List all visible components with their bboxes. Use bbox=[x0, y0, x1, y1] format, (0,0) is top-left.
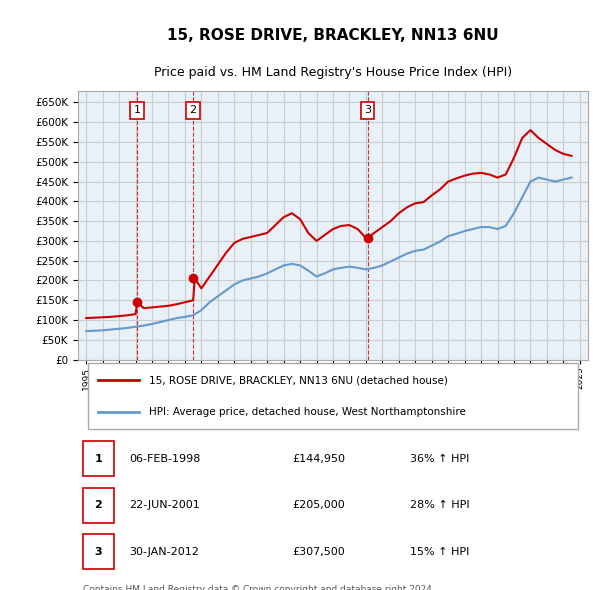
FancyBboxPatch shape bbox=[83, 535, 114, 569]
FancyBboxPatch shape bbox=[83, 488, 114, 523]
Text: 28% ↑ HPI: 28% ↑ HPI bbox=[409, 500, 469, 510]
Text: 36% ↑ HPI: 36% ↑ HPI bbox=[409, 454, 469, 464]
Text: 06-FEB-1998: 06-FEB-1998 bbox=[129, 454, 200, 464]
Text: £205,000: £205,000 bbox=[292, 500, 345, 510]
Text: 2: 2 bbox=[190, 106, 197, 116]
Text: £144,950: £144,950 bbox=[292, 454, 345, 464]
Text: 1: 1 bbox=[134, 106, 141, 116]
Text: 3: 3 bbox=[95, 547, 102, 557]
Text: 22-JUN-2001: 22-JUN-2001 bbox=[129, 500, 200, 510]
FancyBboxPatch shape bbox=[83, 441, 114, 476]
Text: Contains HM Land Registry data © Crown copyright and database right 2024.
This d: Contains HM Land Registry data © Crown c… bbox=[83, 585, 435, 590]
Text: 15% ↑ HPI: 15% ↑ HPI bbox=[409, 547, 469, 557]
Text: 1: 1 bbox=[95, 454, 102, 464]
Text: 15, ROSE DRIVE, BRACKLEY, NN13 6NU (detached house): 15, ROSE DRIVE, BRACKLEY, NN13 6NU (deta… bbox=[149, 375, 448, 385]
Text: Price paid vs. HM Land Registry's House Price Index (HPI): Price paid vs. HM Land Registry's House … bbox=[154, 66, 512, 79]
Text: 2: 2 bbox=[95, 500, 102, 510]
Text: HPI: Average price, detached house, West Northamptonshire: HPI: Average price, detached house, West… bbox=[149, 407, 466, 417]
Text: 30-JAN-2012: 30-JAN-2012 bbox=[129, 547, 199, 557]
Text: 3: 3 bbox=[364, 106, 371, 116]
FancyBboxPatch shape bbox=[88, 363, 578, 429]
Text: £307,500: £307,500 bbox=[292, 547, 345, 557]
Text: 15, ROSE DRIVE, BRACKLEY, NN13 6NU: 15, ROSE DRIVE, BRACKLEY, NN13 6NU bbox=[167, 28, 499, 44]
